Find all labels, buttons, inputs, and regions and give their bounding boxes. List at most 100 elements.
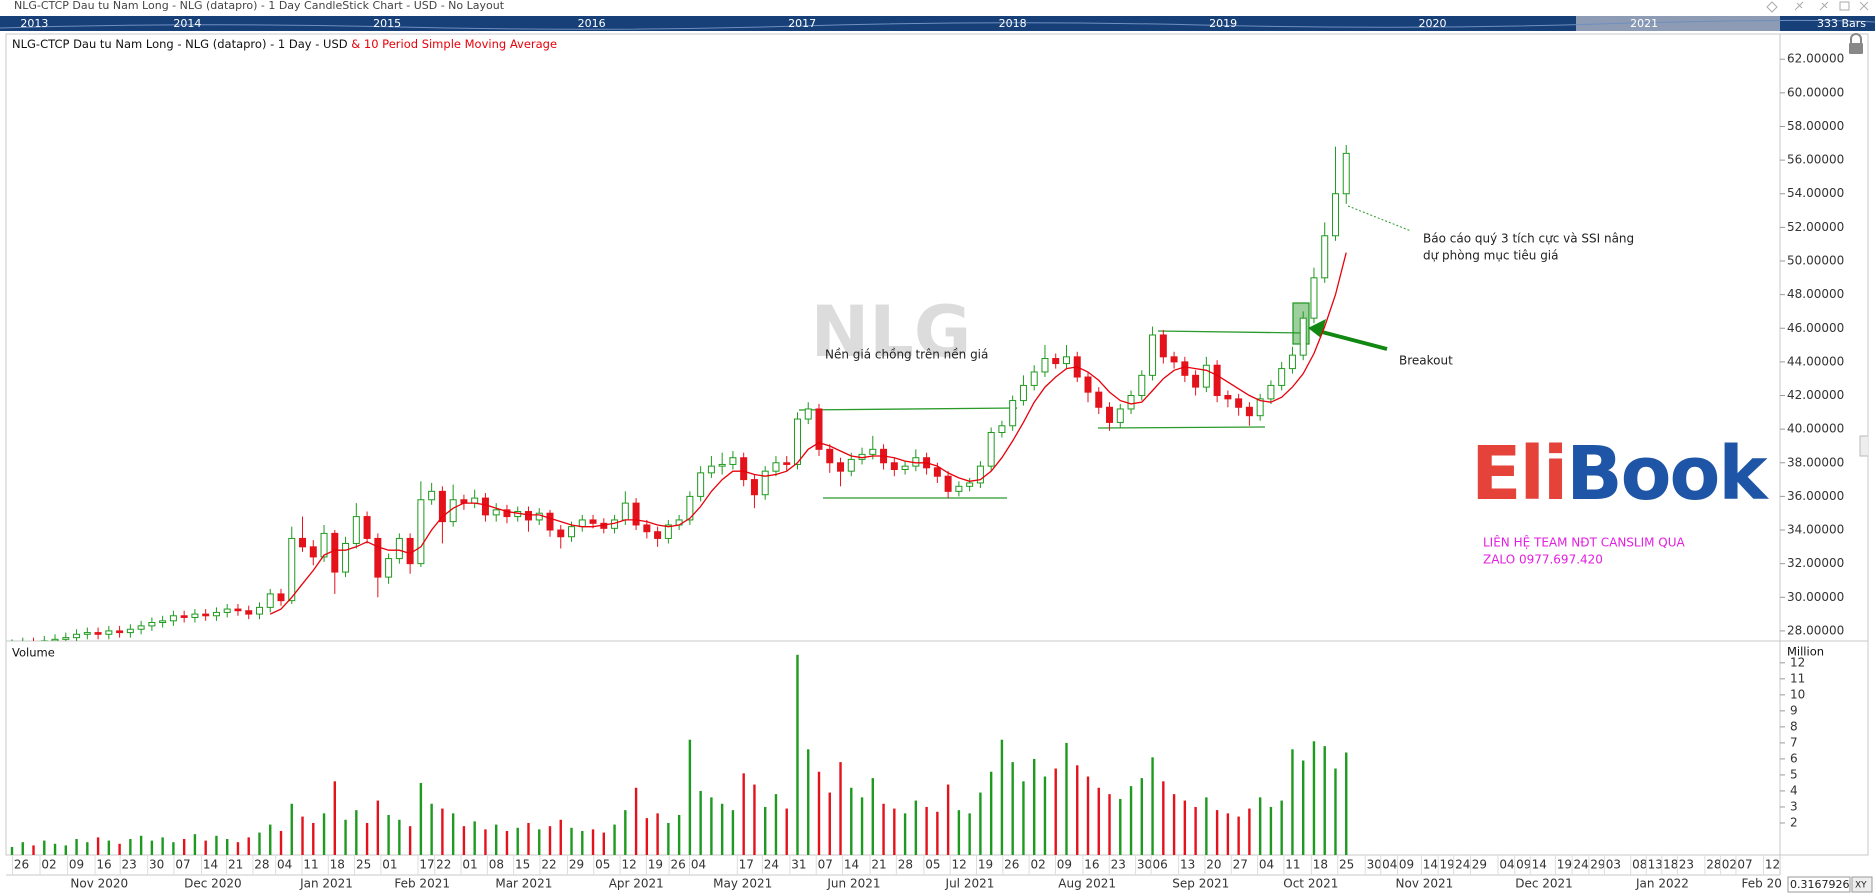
candle-body	[1159, 334, 1167, 358]
candle-body	[406, 537, 414, 565]
x-tick-label: 31	[791, 858, 806, 872]
x-tick-label: 17	[419, 858, 434, 872]
candle-body	[180, 615, 188, 618]
volume-bar	[538, 829, 541, 855]
candle-body	[1062, 356, 1070, 365]
x-tick-label: 01	[462, 858, 477, 872]
trend-line	[798, 407, 1018, 411]
icon[interactable]	[1859, 1, 1869, 11]
icon[interactable]	[1819, 1, 1829, 11]
candle-body	[1181, 361, 1189, 376]
candle-body	[51, 638, 59, 641]
x-tick-label: 07	[818, 858, 833, 872]
x-tick-label: 28	[898, 858, 913, 872]
x-tick-label: 12	[952, 858, 967, 872]
trend-line	[1097, 426, 1266, 429]
volume-bar	[774, 794, 778, 855]
y-tick-label: 2	[1790, 815, 1798, 829]
volume-bar	[893, 808, 896, 855]
candle-body	[40, 640, 48, 641]
candle-body	[1030, 371, 1038, 386]
x-month-label: Aug 2021	[1058, 877, 1116, 891]
x-tick-label: 23	[1679, 858, 1694, 872]
volume-bar	[850, 787, 853, 855]
y-tick-label: 50.00000	[1787, 253, 1844, 267]
volume-bar	[1226, 813, 1230, 855]
y-tick-label: 62.00000	[1787, 52, 1844, 66]
candle-body	[471, 497, 479, 504]
side-tab[interactable]	[1859, 435, 1868, 457]
volume-bar	[333, 781, 336, 855]
x-tick-label: 09	[69, 858, 84, 872]
timeline-bar[interactable]: 2013 2014 2015 2016 2017 2018 2019 2020 2021 333 …	[0, 16, 1875, 31]
y-tick-label: 38.00000	[1787, 455, 1844, 469]
x-tick-label: 24	[1455, 858, 1470, 872]
panel-title: Volume	[12, 646, 55, 660]
volume-bar	[957, 810, 961, 855]
y-tick-label: 32.00000	[1787, 556, 1844, 570]
volume-bar	[1129, 786, 1133, 855]
candle-body	[1331, 193, 1339, 237]
x-tick-label: 02	[1722, 858, 1737, 872]
candle-body	[772, 462, 780, 472]
volume-bar	[742, 773, 745, 855]
y-tick-label: 42.00000	[1787, 388, 1844, 402]
candle-body	[1116, 408, 1124, 423]
volume-bar	[1237, 816, 1240, 855]
volume-bar	[64, 845, 67, 855]
volume-bar	[946, 784, 950, 855]
candle-body	[1342, 152, 1350, 195]
timeline-year: 2020	[1418, 17, 1446, 30]
x-month-label: Oct 2021	[1283, 877, 1338, 891]
candle-body	[342, 542, 350, 573]
volume-bar	[1000, 739, 1004, 855]
volume-bar	[1258, 797, 1262, 855]
volume-bar	[107, 840, 111, 855]
volume-bar	[1119, 798, 1122, 855]
icon[interactable]	[1766, 1, 1778, 13]
xy-button[interactable]	[1851, 876, 1873, 893]
candle-body	[223, 608, 231, 613]
candle-body	[740, 457, 748, 481]
candle-body	[1106, 406, 1114, 423]
y-tick-label: 7	[1790, 735, 1798, 749]
volume-bar	[1054, 768, 1057, 855]
xy-button-label[interactable]: XY	[1855, 881, 1867, 891]
volume-bar	[387, 814, 390, 855]
candle-body	[568, 526, 576, 538]
volume-bar	[1140, 778, 1143, 855]
volume-bar	[419, 782, 423, 855]
volume-bar	[269, 824, 272, 855]
y-tick-label: 12	[1790, 655, 1805, 669]
candle-body	[546, 512, 554, 531]
volume-bar	[1172, 794, 1176, 855]
candle-body	[331, 532, 339, 573]
volume-bar	[1162, 781, 1165, 855]
x-tick-label: 18	[1663, 858, 1678, 872]
timeline-year: 2015	[373, 17, 401, 30]
candle-body	[729, 457, 737, 465]
candle-body	[933, 467, 941, 477]
volume-bar	[1248, 808, 1251, 855]
candle-body	[363, 516, 371, 539]
candle-body	[966, 482, 974, 487]
candle-body	[1278, 368, 1286, 386]
y-tick-label: 56.00000	[1787, 153, 1844, 167]
volume-bar	[1291, 749, 1294, 855]
x-tick-label: 05	[925, 858, 940, 872]
icon[interactable]	[1839, 1, 1850, 11]
x-tick-label: 19	[978, 858, 993, 872]
x-month-label: Jan 2022	[1635, 877, 1689, 891]
annotation: Nền giá chồng trên nền giá	[825, 348, 988, 362]
y-tick-label: 3	[1790, 799, 1798, 813]
lock-icon[interactable]	[1849, 33, 1863, 54]
volume-bar	[667, 822, 670, 855]
x-month-label: Dec 2021	[1515, 877, 1573, 891]
volume-bar	[882, 803, 885, 855]
volume-bar	[1043, 776, 1047, 855]
contact-text: ZALO 0977.697.420	[1483, 553, 1603, 567]
timeline-window[interactable]	[1576, 16, 1780, 31]
x-tick-label: 16	[1084, 858, 1099, 872]
x-tick-label: 12	[621, 858, 636, 872]
icon[interactable]	[1794, 1, 1804, 11]
